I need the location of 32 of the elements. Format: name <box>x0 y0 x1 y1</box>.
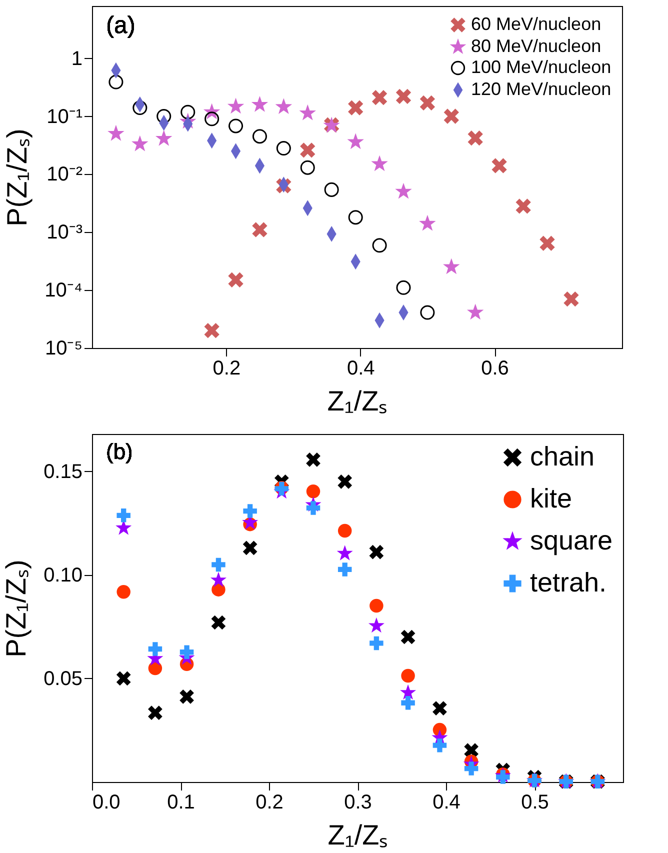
legend-label: tetrah. <box>530 568 607 598</box>
x-axis-title: Z₁/Zₛ <box>328 820 388 850</box>
y-tick-label: 10⁻⁵ <box>44 338 82 360</box>
annotation: (b) <box>106 439 133 464</box>
x-tick-label: 0.6 <box>481 358 509 380</box>
y-tick-label: 1 <box>71 48 82 70</box>
x-tick-label: 0.2 <box>256 792 284 814</box>
legend-label: 60 MeV/nucleon <box>471 14 602 34</box>
y-tick-label: 10⁻¹ <box>46 106 83 128</box>
y-tick-label: 10⁻⁴ <box>44 280 82 302</box>
annotation: (a) <box>106 12 136 39</box>
y-tick-label: 0.15 <box>44 460 82 483</box>
x-tick-label: 0.1 <box>167 792 195 814</box>
legend-label: kite <box>530 484 572 514</box>
y-tick-label: 10⁻² <box>46 164 83 186</box>
legend-label: 80 MeV/nucleon <box>471 36 602 56</box>
legend-label: chain <box>530 442 595 472</box>
legend-label: 100 MeV/nucleon <box>471 57 612 77</box>
y-tick-label: 10⁻³ <box>46 222 83 244</box>
x-tick-label: 0.4 <box>432 792 460 814</box>
y-axis-title: P(Z₁/Zₛ) <box>0 560 32 658</box>
x-tick-label: 0.5 <box>521 792 549 814</box>
legend-label: square <box>530 526 613 556</box>
y-tick-label: 0.10 <box>44 564 82 586</box>
x-tick-label: 0.2 <box>212 358 241 380</box>
x-tick-label: 0.4 <box>346 358 375 380</box>
legend-label: 120 MeV/nucleon <box>471 79 612 99</box>
x-tick-label: 0.0 <box>92 792 120 814</box>
y-tick-label: 0.05 <box>44 668 82 690</box>
x-tick-label: 0.3 <box>344 792 372 814</box>
y-axis-title: P(Z₁/Zₛ) <box>2 128 33 226</box>
x-axis-title: Z₁/Zₛ <box>327 386 388 416</box>
